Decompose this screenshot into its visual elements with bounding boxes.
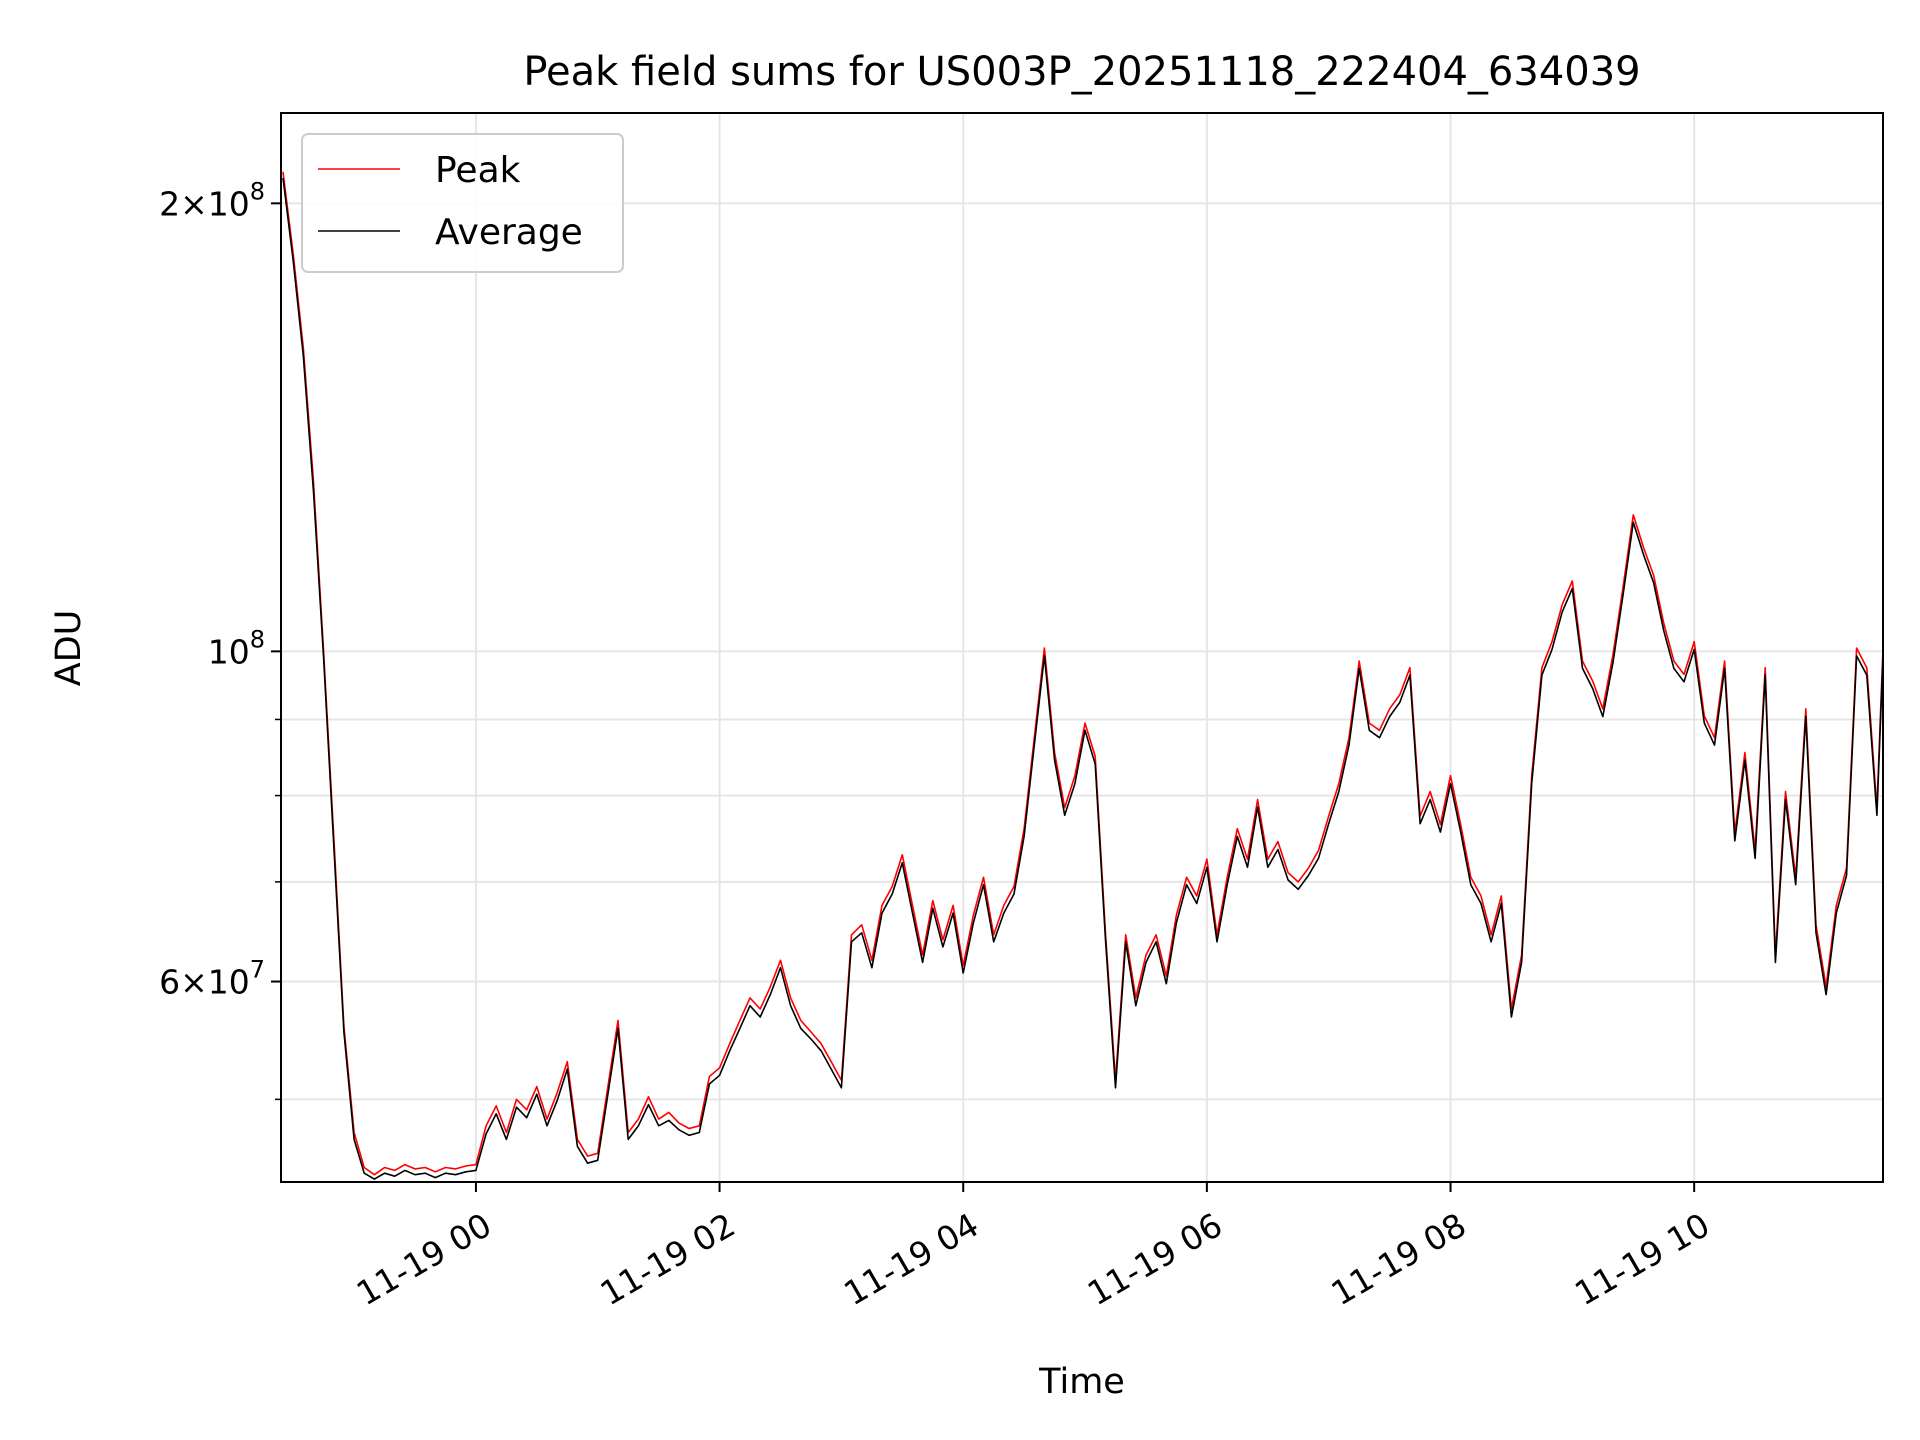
plot-frame — [280, 112, 1884, 1183]
series-line-peak — [282, 171, 1883, 1176]
x-axis-label: Time — [1038, 1362, 1125, 1402]
chart-title: Peak field sums for US003P_20251118_2224… — [523, 49, 1640, 95]
legend-label-peak: Peak — [435, 150, 521, 191]
legend-label-average: Average — [435, 212, 583, 253]
y-tick-label: 2×108 — [159, 177, 265, 223]
y-axis: 2×108 108 6×107 — [159, 177, 281, 1101]
series-lines — [282, 171, 1883, 1180]
y-axis-label: ADU — [49, 610, 89, 687]
legend: Peak Average — [301, 133, 624, 273]
y-tick-label: 108 — [208, 625, 265, 671]
grid — [281, 113, 1883, 1182]
y-tick-label: 6×107 — [159, 956, 265, 1002]
series-line-average — [282, 177, 1883, 1180]
